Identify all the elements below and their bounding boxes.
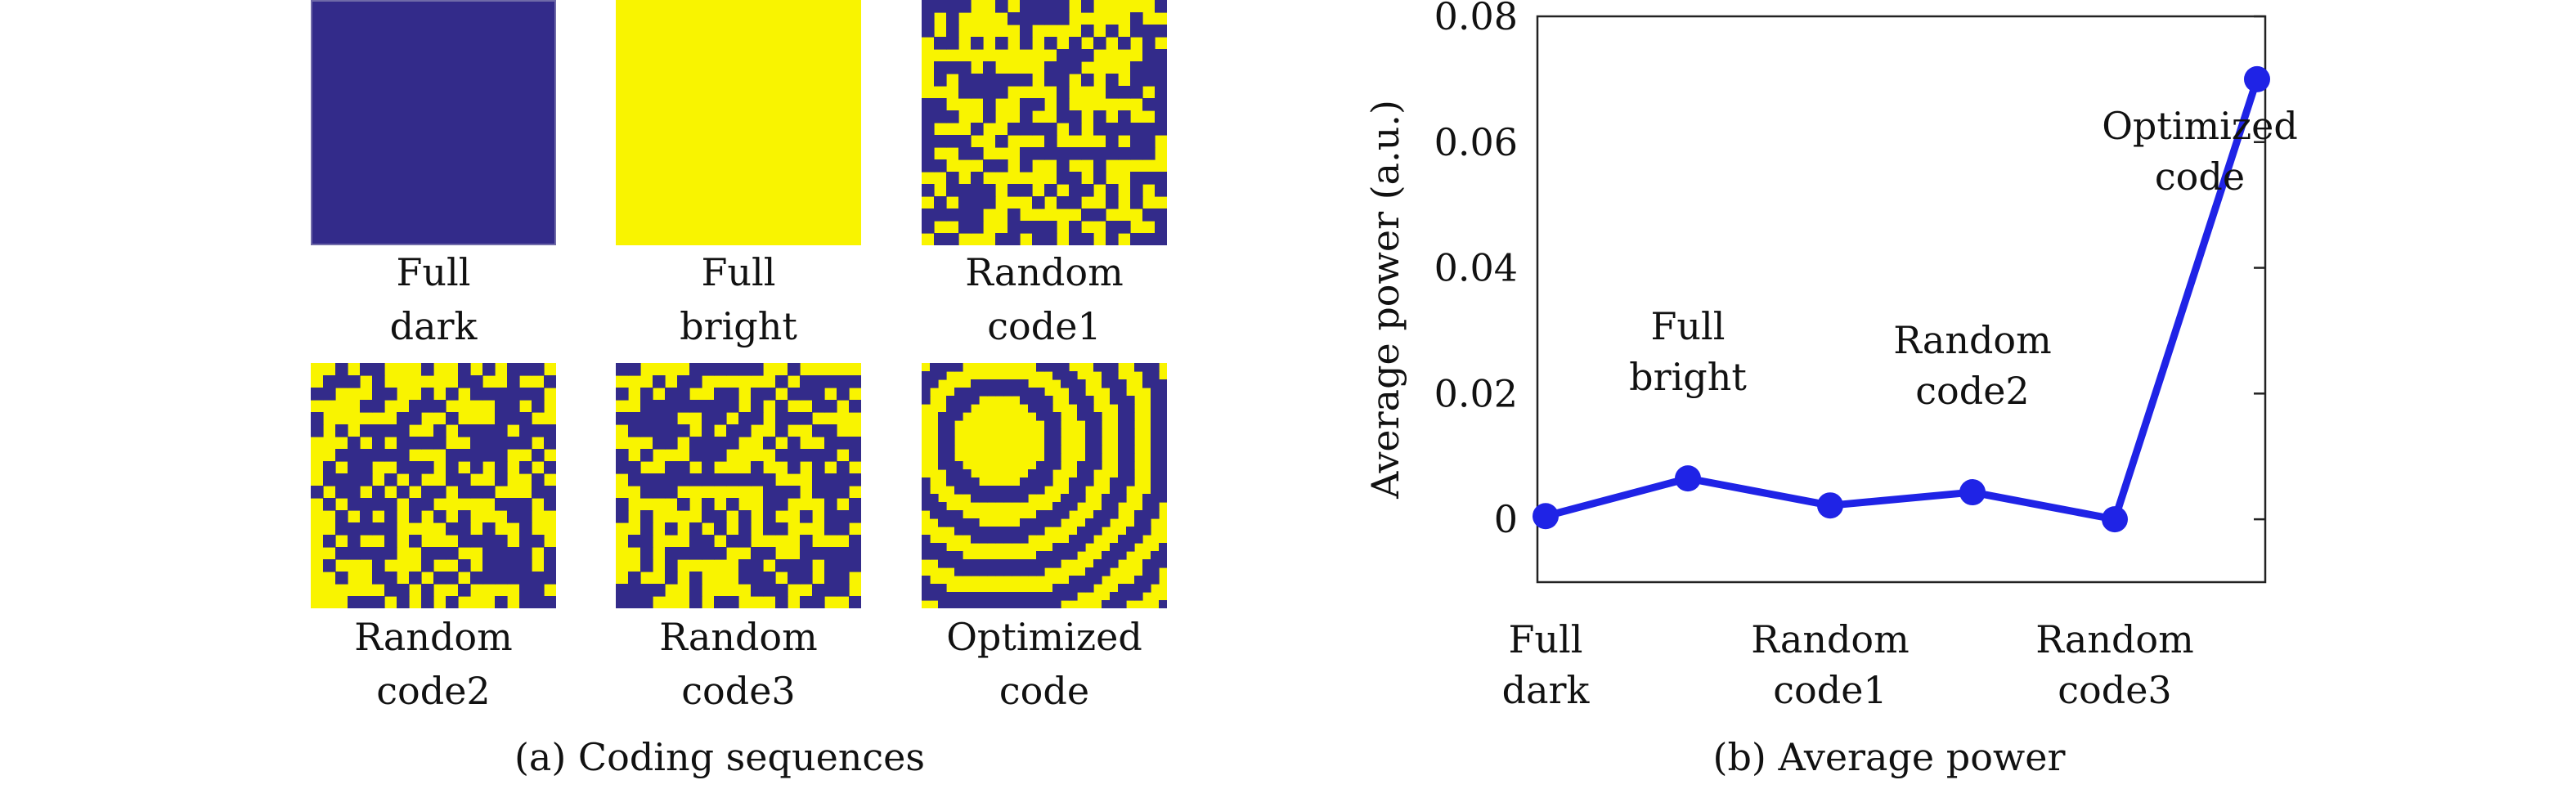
point-annotation: Optimized code [2102, 104, 2298, 199]
tile-random-code2 [311, 363, 556, 608]
data-point [1675, 465, 1701, 492]
y-tick-label: 0.04 [1434, 246, 1518, 290]
point-annotation: Random code2 [1893, 318, 2052, 413]
tile-label-optimized-code: Optimized code [946, 615, 1142, 713]
y-tick-label: 0.08 [1434, 0, 1518, 38]
x-tick-label: Random code1 [1751, 617, 1910, 712]
y-axis-label: Average power (a.u.) [1363, 100, 1407, 500]
data-point [1533, 503, 1559, 530]
y-tick-label: 0.02 [1434, 371, 1518, 415]
panel-b-caption: (b) Average power [1712, 735, 2066, 779]
data-point [2102, 506, 2128, 533]
data-point [1959, 479, 1986, 506]
tile-random-code1 [922, 0, 1167, 245]
tile-full-bright [616, 0, 861, 245]
point-annotation: Full bright [1629, 304, 1747, 399]
tile-full-dark [311, 0, 556, 245]
tile-optimized-code [922, 363, 1167, 608]
tile-label-random-code1: Random code1 [965, 250, 1124, 348]
data-point [1817, 492, 1843, 519]
tile-label-full-bright: Full bright [680, 250, 797, 348]
series-line [1544, 78, 2261, 523]
x-tick-label: Random code3 [2035, 617, 2194, 712]
y-tick-label: 0.06 [1434, 120, 1518, 164]
panel-a-caption: (a) Coding sequences [514, 735, 926, 779]
tile-label-random-code3: Random code3 [659, 615, 818, 713]
x-tick-label: Full dark [1502, 617, 1591, 712]
data-point [2244, 65, 2270, 92]
tile-label-full-dark: Full dark [389, 250, 478, 348]
plot-frame [1536, 15, 2267, 584]
tile-random-code3 [616, 363, 861, 608]
y-tick-label: 0 [1494, 497, 1518, 541]
tile-label-random-code2: Random code2 [354, 615, 513, 713]
